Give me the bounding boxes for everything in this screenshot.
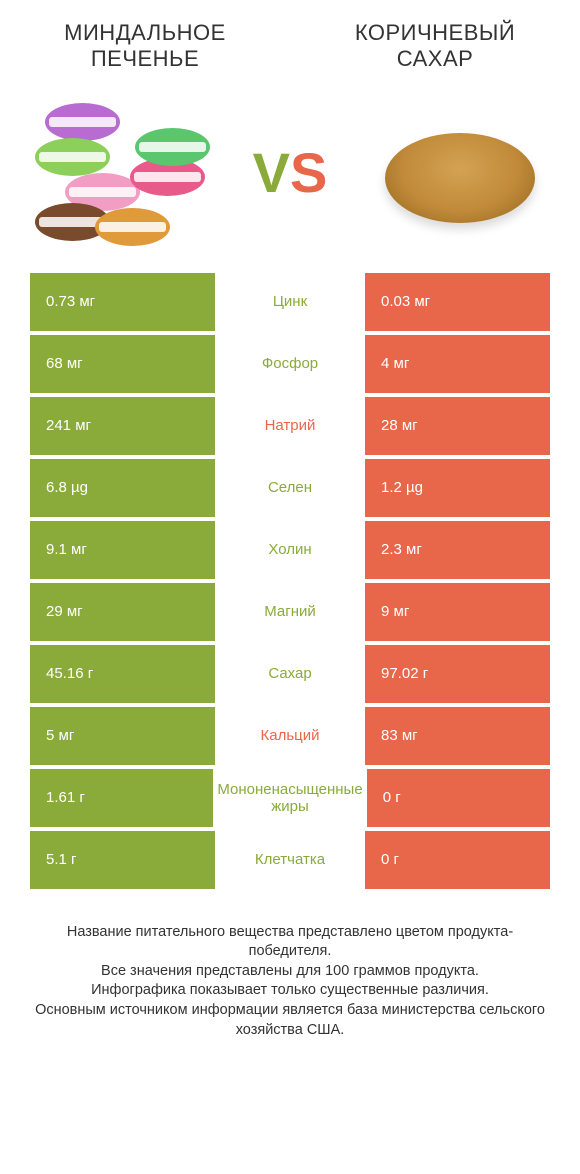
footer-line: Все значения представлены для 100 граммо…: [30, 962, 550, 982]
table-row: 0.73 мгЦинк0.03 мг: [30, 273, 550, 331]
table-row: 6.8 µgСелен1.2 µg: [30, 459, 550, 517]
footer-line: Инфографика показывает только существенн…: [30, 981, 550, 1001]
nutrient-label: Мононенасыщенные жиры: [213, 769, 366, 827]
header: МИНДАЛЬНОЕ ПЕЧЕНЬЕ КОРИЧНЕВЫЙ САХАР: [0, 0, 580, 83]
vs-s-letter: S: [290, 141, 327, 204]
right-value-cell: 0 г: [365, 831, 550, 889]
right-value-cell: 0.03 мг: [365, 273, 550, 331]
nutrient-label: Цинк: [215, 273, 365, 331]
nutrient-label: Магний: [215, 583, 365, 641]
left-value-cell: 5.1 г: [30, 831, 215, 889]
left-value-cell: 1.61 г: [30, 769, 213, 827]
vs-v-letter: V: [253, 141, 290, 204]
macaron-shape: [95, 208, 170, 246]
right-value-cell: 83 мг: [365, 707, 550, 765]
table-row: 9.1 мгХолин2.3 мг: [30, 521, 550, 579]
sugar-illustration: [380, 113, 540, 233]
nutrient-label: Холин: [215, 521, 365, 579]
table-row: 5.1 гКлетчатка0 г: [30, 831, 550, 889]
macaron-shape: [135, 128, 210, 166]
right-product-image: [370, 93, 550, 253]
right-value-cell: 2.3 мг: [365, 521, 550, 579]
comparison-table: 0.73 мгЦинк0.03 мг68 мгФосфор4 мг241 мгН…: [0, 273, 580, 889]
right-value-cell: 1.2 µg: [365, 459, 550, 517]
right-product-title: КОРИЧНЕВЫЙ САХАР: [320, 20, 550, 73]
images-row: VS: [0, 83, 580, 273]
left-value-cell: 0.73 мг: [30, 273, 215, 331]
left-value-cell: 6.8 µg: [30, 459, 215, 517]
footer-line: Название питательного вещества представл…: [30, 923, 550, 962]
nutrient-label: Натрий: [215, 397, 365, 455]
nutrient-label: Селен: [215, 459, 365, 517]
right-value-cell: 0 г: [367, 769, 550, 827]
footer-notes: Название питательного вещества представл…: [0, 893, 580, 1040]
left-value-cell: 29 мг: [30, 583, 215, 641]
left-value-cell: 241 мг: [30, 397, 215, 455]
macaron-shape: [35, 138, 110, 176]
nutrient-label: Сахар: [215, 645, 365, 703]
nutrient-label: Клетчатка: [215, 831, 365, 889]
macaron-illustration: [35, 98, 205, 248]
left-product-title: МИНДАЛЬНОЕ ПЕЧЕНЬЕ: [30, 20, 260, 73]
nutrient-label: Кальций: [215, 707, 365, 765]
table-row: 241 мгНатрий28 мг: [30, 397, 550, 455]
footer-line: Основным источником информации является …: [30, 1001, 550, 1040]
left-value-cell: 5 мг: [30, 707, 215, 765]
right-value-cell: 9 мг: [365, 583, 550, 641]
macaron-shape: [45, 103, 120, 141]
left-value-cell: 9.1 мг: [30, 521, 215, 579]
table-row: 5 мгКальций83 мг: [30, 707, 550, 765]
left-value-cell: 45.16 г: [30, 645, 215, 703]
right-value-cell: 4 мг: [365, 335, 550, 393]
table-row: 29 мгМагний9 мг: [30, 583, 550, 641]
left-value-cell: 68 мг: [30, 335, 215, 393]
table-row: 1.61 гМононенасыщенные жиры0 г: [30, 769, 550, 827]
nutrient-label: Фосфор: [215, 335, 365, 393]
table-row: 45.16 гСахар97.02 г: [30, 645, 550, 703]
vs-label: VS: [253, 140, 328, 205]
left-product-image: [30, 93, 210, 253]
right-value-cell: 28 мг: [365, 397, 550, 455]
table-row: 68 мгФосфор4 мг: [30, 335, 550, 393]
right-value-cell: 97.02 г: [365, 645, 550, 703]
